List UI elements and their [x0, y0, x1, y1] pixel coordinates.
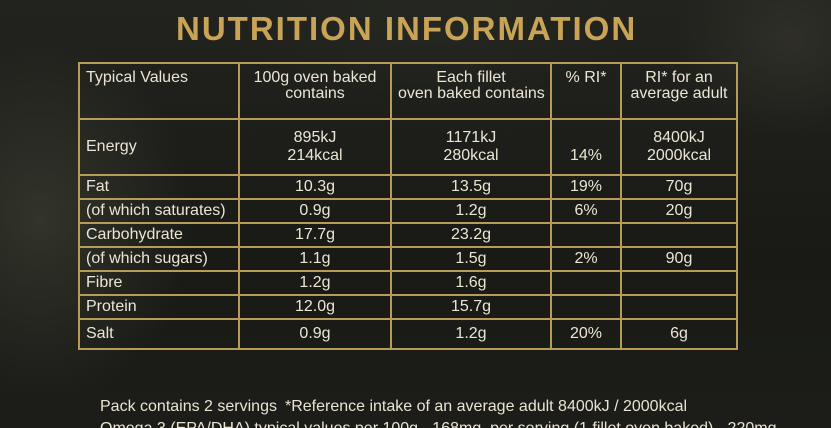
cell-percent-ri: 6% [550, 198, 622, 224]
header-per-100g: 100g oven baked contains [238, 62, 392, 120]
row-label: Protein [78, 294, 240, 320]
table-row-fat: Fat 10.3g 13.5g 19% 70g [78, 174, 738, 200]
servings-text: Pack contains 2 servings [100, 398, 277, 415]
cell-per-fillet: 1.2g [390, 318, 552, 350]
cell-per-fillet: 13.5g [390, 174, 552, 200]
cell-percent-ri: 14% [550, 118, 622, 176]
row-label: Fat [78, 174, 240, 200]
cell-per-fillet: 1171kJ 280kcal [390, 118, 552, 176]
footer-servings-line: Pack contains 2 servings *Reference intak… [100, 398, 687, 416]
cell-ri-adult [620, 294, 738, 320]
table-row-fibre: Fibre 1.2g 1.6g [78, 270, 738, 296]
cell-ri-adult [620, 222, 738, 248]
table-row-saturates: (of which saturates) 0.9g 1.2g 6% 20g [78, 198, 738, 224]
header-ri-adult: RI* for an average adult [620, 62, 738, 120]
cell-per-fillet: 15.7g [390, 294, 552, 320]
cell-per-100g: 0.9g [238, 318, 392, 350]
row-label: Salt [78, 318, 240, 350]
table-row-energy: Energy 895kJ 214kcal 1171kJ 280kcal 14% … [78, 118, 738, 176]
cell-percent-ri: 20% [550, 318, 622, 350]
footer-omega-line: Omega 3 (EPA/DHA) typical values per 100… [100, 420, 776, 428]
row-label: (of which saturates) [78, 198, 240, 224]
table-row-salt: Salt 0.9g 1.2g 20% 6g [78, 318, 738, 350]
cell-per-fillet: 1.5g [390, 246, 552, 272]
nutrition-table: Typical Values 100g oven baked contains … [78, 62, 738, 350]
row-label: Carbohydrate [78, 222, 240, 248]
nutrition-title: NUTRITION INFORMATION [176, 10, 638, 47]
cell-ri-adult: 20g [620, 198, 738, 224]
cell-per-100g: 895kJ 214kcal [238, 118, 392, 176]
table-row-carbohydrate: Carbohydrate 17.7g 23.2g [78, 222, 738, 248]
cell-percent-ri [550, 294, 622, 320]
table-row-protein: Protein 12.0g 15.7g [78, 294, 738, 320]
cell-ri-adult [620, 270, 738, 296]
cell-ri-adult: 70g [620, 174, 738, 200]
cell-per-100g: 12.0g [238, 294, 392, 320]
table-header-row: Typical Values 100g oven baked contains … [78, 62, 738, 120]
cell-ri-adult: 8400kJ 2000kcal [620, 118, 738, 176]
reference-intake-text: *Reference intake of an average adult 84… [284, 398, 688, 415]
header-per-fillet: Each fillet oven baked contains [390, 62, 552, 120]
cell-per-100g: 1.1g [238, 246, 392, 272]
table-row-sugars: (of which sugars) 1.1g 1.5g 2% 90g [78, 246, 738, 272]
cell-per-100g: 17.7g [238, 222, 392, 248]
cell-percent-ri [550, 270, 622, 296]
row-label: (of which sugars) [78, 246, 240, 272]
cell-percent-ri [550, 222, 622, 248]
cell-percent-ri: 2% [550, 246, 622, 272]
cell-ri-adult: 90g [620, 246, 738, 272]
header-percent-ri: % RI* [550, 62, 622, 120]
header-typical-values: Typical Values [78, 62, 240, 120]
cell-percent-ri: 19% [550, 174, 622, 200]
cell-per-fillet: 1.6g [390, 270, 552, 296]
cell-per-fillet: 1.2g [390, 198, 552, 224]
row-label: Energy [78, 118, 240, 176]
cell-per-100g: 10.3g [238, 174, 392, 200]
cell-per-100g: 0.9g [238, 198, 392, 224]
cell-per-100g: 1.2g [238, 270, 392, 296]
row-label: Fibre [78, 270, 240, 296]
cell-per-fillet: 23.2g [390, 222, 552, 248]
cell-ri-adult: 6g [620, 318, 738, 350]
